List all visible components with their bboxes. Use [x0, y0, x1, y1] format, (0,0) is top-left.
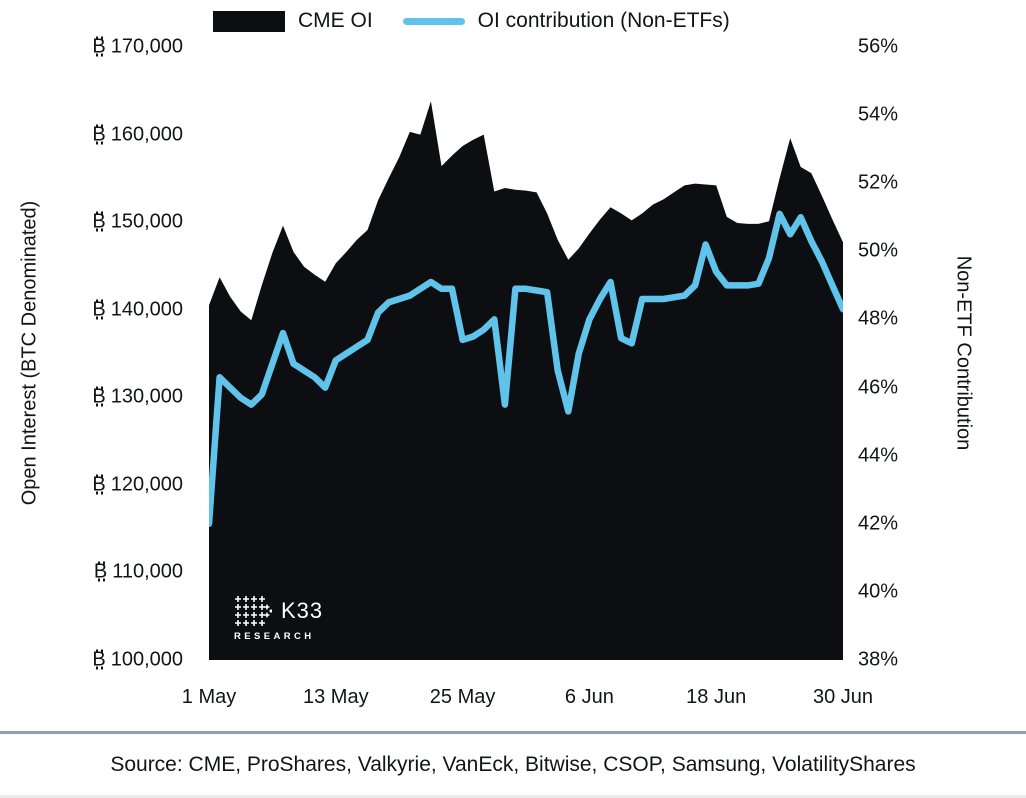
- legend-item-oi-contribution: OI contribution (Non-ETFs): [402, 9, 730, 33]
- y-axis-tick-label-left: 120,000: [56, 473, 183, 496]
- x-axis-tick-label: 6 Jun: [564, 686, 614, 708]
- tick-value: 120,000: [110, 473, 183, 496]
- area-swatch-icon: [213, 10, 285, 32]
- legend: CME OI OI contribution (Non-ETFs): [213, 9, 730, 33]
- x-axis-tick-label: 18 Jun: [686, 686, 747, 708]
- bottom-divider: [0, 795, 1026, 798]
- btc-symbol: [92, 473, 105, 496]
- cme-oi-area-series: [209, 101, 843, 660]
- btc-symbol: [92, 36, 105, 59]
- y-axis-tick-label-left: 150,000: [56, 211, 183, 234]
- x-axis-tick-label: 1 May: [181, 686, 237, 708]
- y-axis-tick-label-right: 46%: [858, 376, 899, 399]
- legend-item-cme-oi: CME OI: [213, 9, 373, 33]
- x-axis-tick-label: 30 Jun: [812, 686, 874, 708]
- y-axis-tick-label-right: 52%: [858, 171, 899, 194]
- btc-symbol: [92, 298, 105, 321]
- tick-value: 140,000: [110, 298, 183, 321]
- y-axis-tick-label-left: 140,000: [56, 298, 183, 321]
- tick-value: 100,000: [110, 648, 183, 671]
- left-axis-title: Open Interest (BTC Denominated): [18, 200, 41, 506]
- legend-label: CME OI: [298, 9, 373, 32]
- tick-value: 110,000: [112, 560, 183, 583]
- btc-symbol: [92, 211, 105, 234]
- y-axis-tick-label-right: 44%: [858, 444, 899, 467]
- k33-logo-icon: [235, 596, 272, 626]
- k33-sub-text: RESEARCH: [234, 631, 315, 642]
- tick-value: 170,000: [110, 35, 183, 58]
- legend-label: OI contribution (Non-ETFs): [477, 9, 730, 32]
- x-axis-tick-label: 13 May: [303, 686, 369, 708]
- y-axis-tick-label-right: 40%: [858, 580, 899, 603]
- y-axis-tick-label-left: 160,000: [56, 123, 183, 146]
- oi-contribution-line-series: [209, 210, 843, 528]
- btc-symbol: [92, 649, 105, 672]
- y-axis-tick-label-right: 56%: [858, 35, 899, 58]
- right-axis-title: Non-ETF Contribution: [952, 255, 975, 451]
- y-axis-tick-label-right: 42%: [858, 512, 899, 535]
- y-axis-tick-label-left: 100,000: [56, 649, 183, 672]
- y-axis-tick-label-left: 130,000: [56, 386, 183, 409]
- btc-symbol: [92, 386, 105, 409]
- tick-value: 130,000: [110, 385, 183, 408]
- y-axis-tick-label-left: 110,000: [56, 561, 183, 584]
- plot-area: [209, 101, 843, 660]
- tick-value: 160,000: [110, 123, 183, 146]
- line-swatch-icon: [402, 17, 465, 25]
- k33-brand-text: K33: [281, 597, 324, 623]
- k33-watermark: K33 RESEARCH: [234, 594, 323, 642]
- y-axis-tick-label-right: 38%: [858, 648, 899, 671]
- y-axis-tick-label-right: 48%: [858, 307, 899, 330]
- source-caption: Source: CME, ProShares, Valkyrie, VanEck…: [110, 753, 916, 776]
- y-axis-tick-label-right: 50%: [858, 239, 899, 262]
- btc-symbol: [92, 123, 105, 146]
- y-axis-tick-label-left: 170,000: [56, 36, 183, 59]
- btc-symbol: [94, 561, 107, 584]
- y-axis-tick-label-right: 54%: [858, 103, 899, 126]
- footer-divider: [0, 731, 1026, 734]
- tick-value: 150,000: [110, 210, 183, 233]
- x-axis-tick-label: 25 May: [429, 686, 496, 708]
